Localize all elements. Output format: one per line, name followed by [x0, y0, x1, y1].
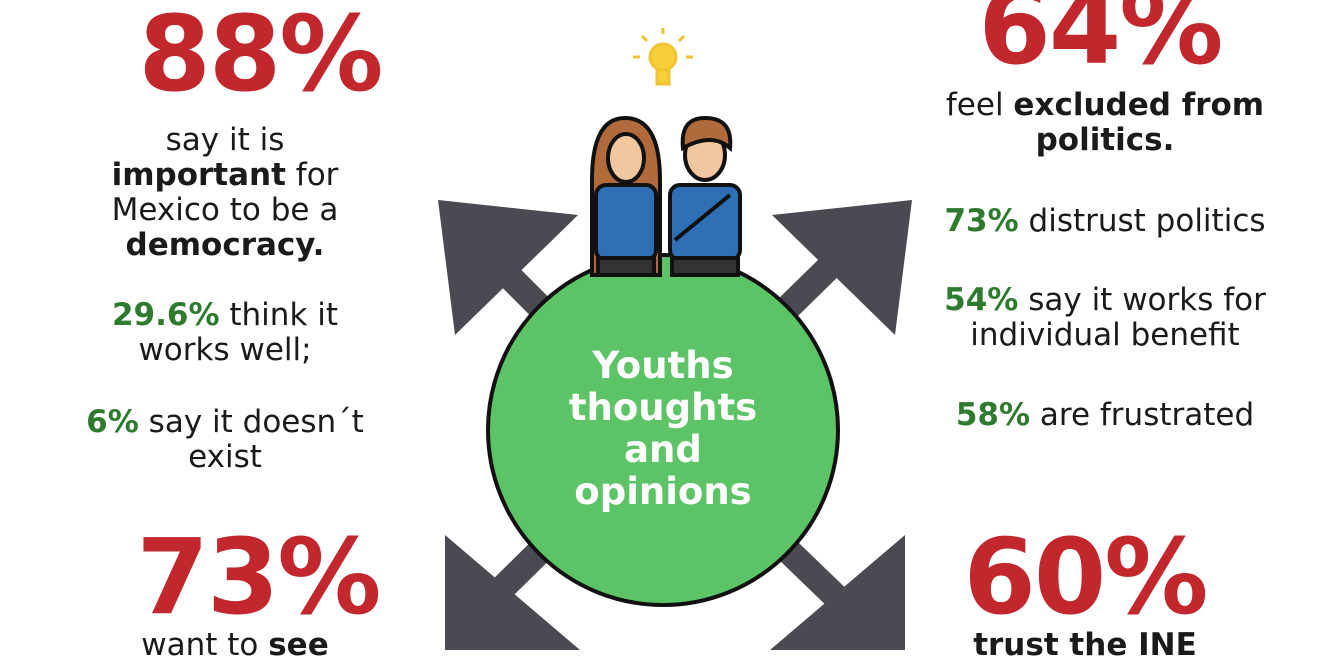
text-block: want to see	[60, 628, 410, 663]
text: say it is	[165, 122, 285, 158]
text: democracy.	[125, 227, 325, 263]
text: say it doesn´t	[148, 404, 364, 440]
text: think it	[229, 297, 339, 333]
text: say it works for	[1028, 282, 1266, 318]
stat: 88%	[138, 0, 384, 115]
text-block: feel excluded from politics.	[905, 88, 1305, 158]
stat: 64%	[978, 0, 1224, 88]
stat: 73%	[136, 516, 382, 638]
text: feel	[945, 87, 1004, 123]
text-block: 29.6% think it works well;	[50, 298, 400, 368]
text: important	[111, 157, 286, 193]
text: Mexico to be a	[111, 192, 339, 228]
text: individual benefit	[970, 317, 1240, 353]
text-block: 6% say it doesn´t exist	[50, 405, 400, 475]
text-block: 54% say it works for individual benefit	[905, 283, 1305, 353]
number: 29.6%	[111, 297, 220, 333]
number: 73%	[944, 203, 1019, 239]
text: see	[268, 627, 329, 663]
text-block: say it is important for Mexico to be a d…	[50, 123, 400, 263]
number: 6%	[86, 404, 139, 440]
text: Youths	[592, 344, 734, 387]
lightbulb	[633, 28, 693, 86]
text: and	[624, 428, 702, 471]
text: for	[295, 157, 339, 193]
text: want to	[141, 627, 259, 663]
text-block: 58% are frustrated	[905, 398, 1305, 433]
text: trust the INE	[973, 627, 1197, 663]
text: distrust politics	[1028, 203, 1266, 239]
text: politics.	[1035, 122, 1175, 158]
text: works well;	[138, 332, 312, 368]
text: opinions	[574, 470, 752, 513]
people	[590, 115, 742, 277]
stat: 60%	[963, 516, 1209, 638]
text: thoughts	[568, 386, 758, 429]
text: are frustrated	[1039, 397, 1255, 433]
number: 54%	[944, 282, 1019, 318]
text-block: 73% distrust politics	[905, 204, 1305, 239]
text: excluded from	[1013, 87, 1265, 123]
globe	[486, 253, 840, 607]
number: 58%	[955, 397, 1031, 433]
text: exist	[188, 439, 262, 475]
center-title: Youths thoughts and opinions	[513, 345, 813, 513]
text-block: trust the INE	[885, 628, 1285, 663]
